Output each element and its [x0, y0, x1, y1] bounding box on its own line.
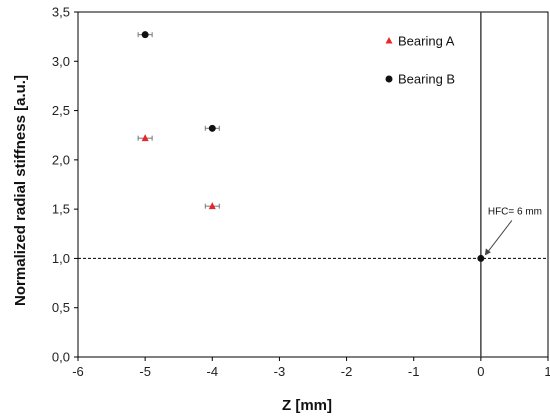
x-tick-label: -6	[72, 364, 84, 379]
annotation-arrow-head	[484, 248, 491, 256]
circle-marker	[477, 254, 485, 262]
legend-label: Bearing B	[398, 72, 455, 87]
y-tick-label: 1,0	[52, 251, 70, 266]
x-tick-label: -4	[207, 364, 219, 379]
reference-lines	[78, 12, 548, 357]
x-tick-label: -3	[274, 364, 286, 379]
triangle-marker	[141, 134, 149, 142]
data-point	[137, 31, 153, 39]
data-point	[477, 254, 485, 262]
y-tick-label: 0,5	[52, 300, 70, 315]
data-point	[204, 124, 220, 132]
y-axis-title: Normalized radial stiffness [a.u.]	[12, 75, 29, 306]
y-tick-label: 2,5	[52, 103, 70, 118]
legend-label: Bearing A	[398, 34, 455, 49]
y-tick-label: 3,0	[52, 54, 70, 69]
y-tick-label: 3,5	[52, 5, 70, 20]
data-point	[204, 202, 220, 210]
data-points	[137, 31, 485, 262]
legend: Bearing A Bearing B	[385, 34, 455, 87]
data-point	[137, 134, 153, 142]
triangle-marker	[208, 202, 216, 210]
y-tick-label: 1,5	[52, 202, 70, 217]
x-axis-title: Z [mm]	[282, 397, 332, 414]
annotation-arrow-line	[485, 220, 513, 255]
axis-ticks: -6 -5 -4 -3 -2 -1 0 1 0,0 0,5 1,0 1,5 2,0 2,5 3,0 3,5	[52, 5, 550, 380]
circle-marker	[208, 124, 216, 132]
x-tick-label: -2	[341, 364, 353, 379]
x-tick-label: 1	[544, 364, 550, 379]
annotation: HFC= 6 mm	[484, 206, 542, 256]
annotation-label: HFC= 6 mm	[488, 206, 542, 217]
y-tick-label: 0,0	[52, 350, 70, 365]
legend-circle-marker	[385, 75, 393, 83]
y-tick-label: 2,0	[52, 152, 70, 167]
legend-triangle-marker	[385, 37, 393, 44]
x-tick-label: -1	[408, 364, 420, 379]
circle-marker	[141, 31, 149, 39]
plot-area	[77, 11, 549, 358]
x-tick-label: 0	[477, 364, 484, 379]
x-tick-label: -5	[139, 364, 151, 379]
